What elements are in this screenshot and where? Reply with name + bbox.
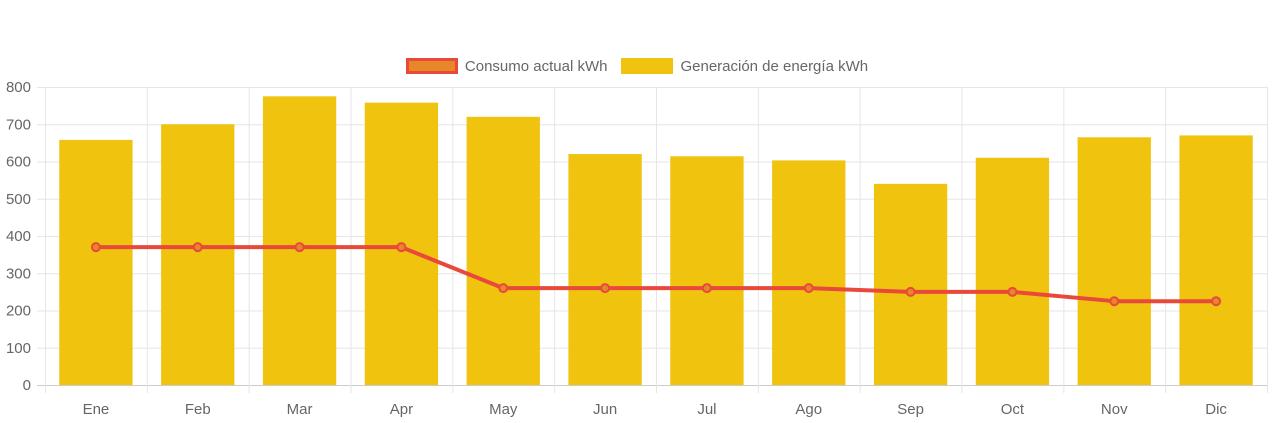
consumo-point-mar	[294, 242, 305, 253]
y-tick-label: 800	[6, 79, 31, 96]
legend-item-consumo[interactable]: Consumo actual kWh	[405, 57, 608, 75]
x-tick-label: May	[489, 401, 518, 418]
x-tick-label: Sep	[897, 401, 924, 418]
x-tick-label: Ago	[795, 401, 822, 418]
y-tick-label: 100	[6, 340, 31, 357]
consumo-point-dic	[1211, 296, 1222, 307]
legend-label-generacion: Generación de energía kWh	[680, 57, 869, 75]
x-tick-label: Jul	[697, 401, 716, 418]
consumo-point-oct	[1007, 286, 1018, 297]
bar-ene	[59, 139, 133, 385]
bar-nov	[1077, 137, 1151, 385]
x-tick-label: Feb	[185, 401, 211, 418]
consumo-point-jun	[600, 283, 611, 294]
consumo-point-apr	[396, 242, 407, 253]
consumo-point-ene	[90, 242, 101, 253]
legend-swatch-consumo	[405, 58, 458, 74]
bar-mar	[262, 96, 337, 385]
bar-dic	[1179, 135, 1253, 385]
consumo-line	[95, 245, 1217, 304]
y-tick-label: 700	[6, 116, 31, 133]
y-tick-label: 0	[23, 377, 31, 394]
bar-feb	[161, 124, 235, 385]
bar-oct	[975, 157, 1050, 385]
consumo-point-nov	[1109, 296, 1120, 307]
x-tick-label: Apr	[390, 401, 413, 418]
y-tick-label: 500	[6, 191, 31, 208]
legend-label-consumo: Consumo actual kWh	[464, 57, 608, 75]
bar-ago	[772, 160, 846, 385]
consumo-point-ago	[803, 283, 814, 294]
consumo-point-feb	[192, 242, 203, 253]
x-tick-label: Jun	[593, 401, 617, 418]
bar-sep	[873, 183, 948, 385]
x-tick-label: Mar	[287, 401, 313, 418]
y-tick-label: 400	[6, 228, 31, 245]
legend-swatch-generacion	[621, 58, 674, 74]
bar-jun	[568, 154, 642, 385]
y-tick-label: 300	[6, 265, 31, 282]
x-tick-label: Oct	[1001, 401, 1025, 418]
bar-jul	[670, 156, 744, 385]
y-tick-label: 600	[6, 154, 31, 171]
x-tick-label: Dic	[1205, 401, 1227, 418]
y-tick-label: 200	[6, 303, 31, 320]
consumo-point-jul	[701, 283, 712, 294]
x-tick-label: Ene	[83, 401, 110, 418]
consumo-point-sep	[905, 286, 916, 297]
chart-legend: Consumo actual kWh Generación de energía…	[0, 55, 1274, 77]
legend-item-generacion[interactable]: Generación de energía kWh	[621, 58, 868, 75]
consumo-point-may	[498, 283, 509, 294]
bar-may	[466, 116, 540, 386]
x-tick-label: Nov	[1101, 401, 1128, 418]
